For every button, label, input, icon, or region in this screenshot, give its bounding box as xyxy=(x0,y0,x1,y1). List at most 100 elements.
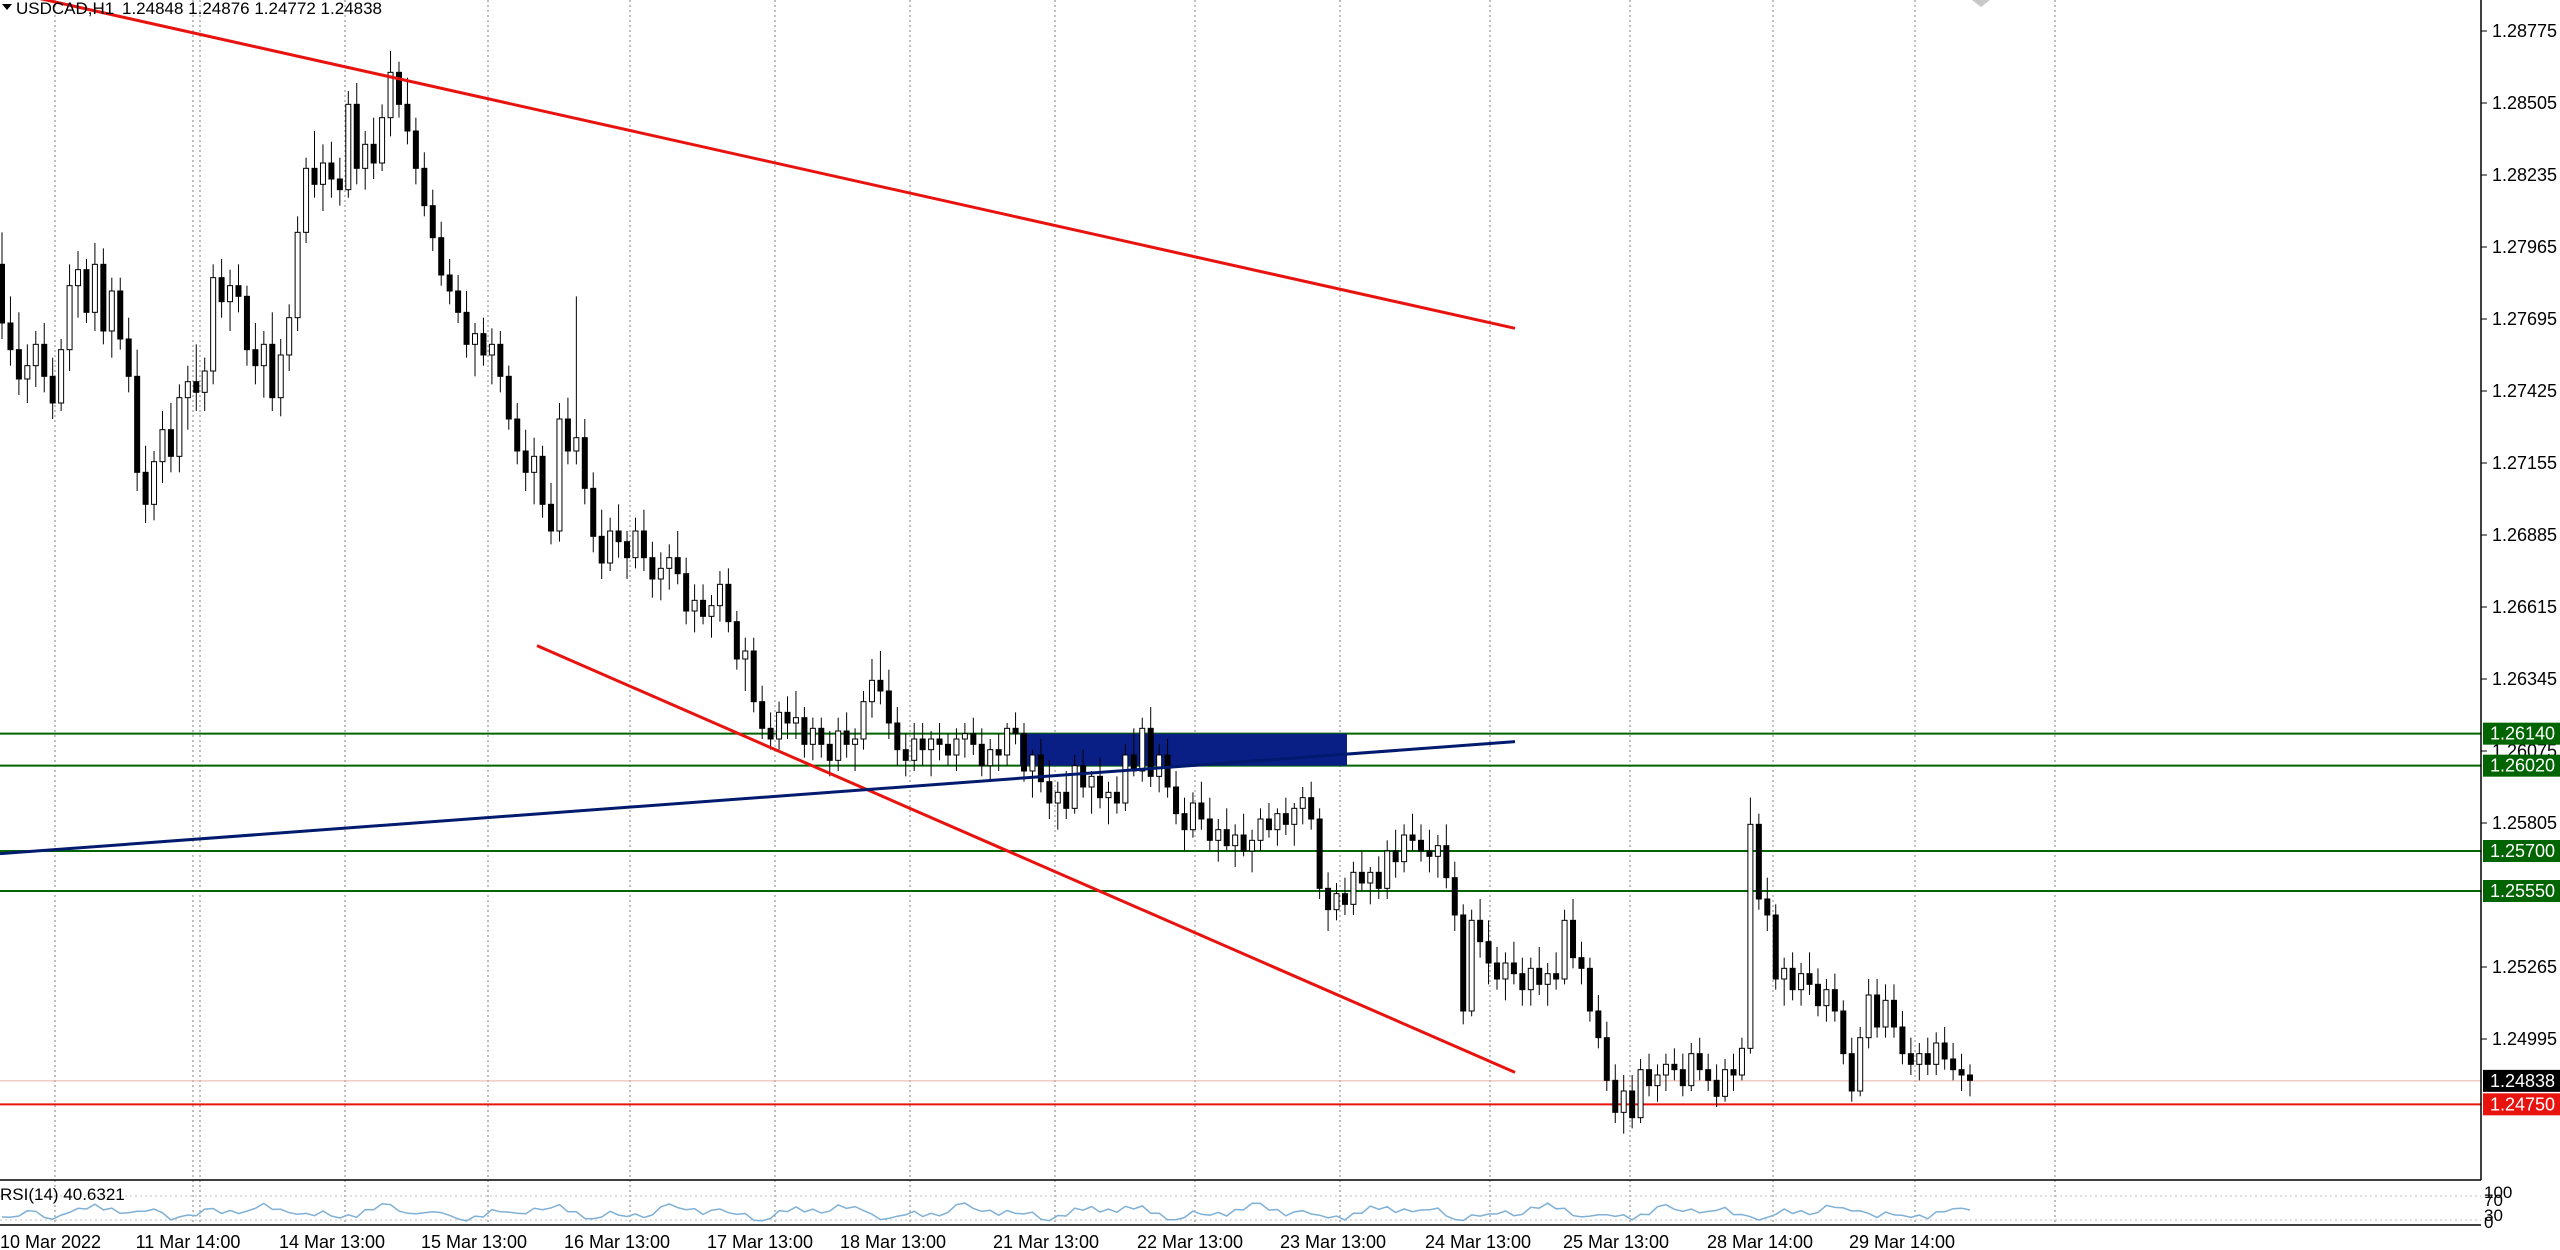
candle xyxy=(353,83,360,185)
candle xyxy=(843,712,850,758)
candle xyxy=(328,141,335,198)
candle xyxy=(1325,872,1332,931)
time-tick-label: 11 Mar 14:00 xyxy=(136,1232,241,1250)
level-tag-text: 1.26020 xyxy=(2490,756,2555,776)
candle xyxy=(995,733,1002,771)
candle xyxy=(1519,957,1526,1006)
candle xyxy=(556,403,563,542)
time-tick-label: 21 Mar 13:00 xyxy=(993,1232,1099,1250)
candle xyxy=(801,707,808,758)
candle xyxy=(1713,1064,1720,1107)
candle xyxy=(1468,909,1475,1017)
candle xyxy=(1375,856,1382,899)
rsi-scale-0: 0 xyxy=(2484,1213,2493,1232)
candle xyxy=(725,568,732,633)
candle xyxy=(590,472,597,553)
candle xyxy=(767,712,774,750)
candle xyxy=(201,357,208,411)
candle xyxy=(902,733,909,777)
candle xyxy=(1088,771,1095,814)
trendline-2[interactable] xyxy=(0,740,1516,856)
candle xyxy=(674,531,681,585)
level-tag-1.25700 xyxy=(2483,840,2560,862)
candle xyxy=(117,277,124,350)
candle xyxy=(1781,957,1788,1006)
level-tag-1.24750 xyxy=(2483,1093,2560,1116)
candle xyxy=(1857,1027,1864,1097)
candle xyxy=(1806,952,1813,995)
price-tick-label: 1.24995 xyxy=(2492,1029,2557,1049)
candle xyxy=(716,571,723,622)
trendlines[interactable] xyxy=(0,0,1516,1074)
candle xyxy=(319,144,326,211)
price-tick-label: 1.26345 xyxy=(2492,669,2557,689)
candle xyxy=(134,349,141,491)
one-click-trading-icon[interactable] xyxy=(1972,0,1990,7)
candle xyxy=(1595,995,1602,1049)
candle xyxy=(1451,861,1458,931)
candle xyxy=(167,403,174,473)
candle xyxy=(1679,1053,1686,1097)
candle xyxy=(1409,813,1416,851)
candle xyxy=(1924,1037,1931,1075)
time-tick-label: 23 Mar 13:00 xyxy=(1280,1232,1386,1250)
candle xyxy=(505,365,512,430)
trendline-0[interactable] xyxy=(0,0,1516,330)
candle xyxy=(336,157,343,206)
candle xyxy=(176,384,183,473)
candle xyxy=(1392,829,1399,878)
candle xyxy=(1249,829,1256,873)
candle xyxy=(1620,1075,1627,1134)
candle xyxy=(15,312,22,395)
candle xyxy=(1688,1043,1695,1091)
candle xyxy=(32,331,39,387)
candle xyxy=(961,723,968,758)
candle xyxy=(750,637,757,713)
candle xyxy=(1333,883,1340,921)
candle xyxy=(480,317,487,366)
candle xyxy=(944,733,951,766)
trendline-1[interactable] xyxy=(536,644,1516,1074)
candle xyxy=(227,269,234,331)
candle xyxy=(632,517,639,569)
candle xyxy=(277,339,284,417)
price-tick-label: 1.25805 xyxy=(2492,813,2557,833)
candle xyxy=(615,504,622,558)
candle xyxy=(1958,1053,1965,1091)
candle xyxy=(742,637,749,691)
candle xyxy=(311,131,318,198)
time-tick-label: 18 Mar 13:00 xyxy=(840,1232,946,1250)
time-tick-label: 28 Mar 14:00 xyxy=(1707,1232,1813,1250)
candle xyxy=(1004,723,1011,766)
candle xyxy=(1367,867,1374,905)
candle xyxy=(598,509,605,579)
candle xyxy=(1215,819,1222,862)
candle xyxy=(159,411,166,483)
level-tag-text: 1.26140 xyxy=(2490,724,2555,744)
candle xyxy=(1696,1037,1703,1081)
candle xyxy=(1316,808,1323,899)
candle xyxy=(1907,1037,1914,1075)
time-gridlines xyxy=(54,0,2056,1225)
candle xyxy=(1637,1059,1644,1123)
candle xyxy=(573,296,580,465)
level-tag-1.25550 xyxy=(2483,880,2560,902)
time-tick-label: 14 Mar 13:00 xyxy=(279,1232,385,1250)
candle xyxy=(125,317,132,393)
candle xyxy=(919,723,926,766)
level-tag-1.26140 xyxy=(2483,722,2560,745)
candle xyxy=(666,544,673,590)
candle xyxy=(1274,808,1281,846)
candle xyxy=(1097,757,1104,809)
price-tick-label: 1.26885 xyxy=(2492,525,2557,545)
price-tick-label: 1.27965 xyxy=(2492,237,2557,257)
candle xyxy=(708,595,715,638)
level-tag-text: 1.25550 xyxy=(2490,881,2555,901)
candle xyxy=(1798,963,1805,1006)
candle xyxy=(24,344,31,403)
chart-menu-arrow-icon[interactable] xyxy=(2,4,12,10)
candle xyxy=(1029,749,1036,798)
price-tick-label: 1.28235 xyxy=(2492,165,2557,185)
current-price-tag-text: 1.24838 xyxy=(2490,1071,2555,1091)
